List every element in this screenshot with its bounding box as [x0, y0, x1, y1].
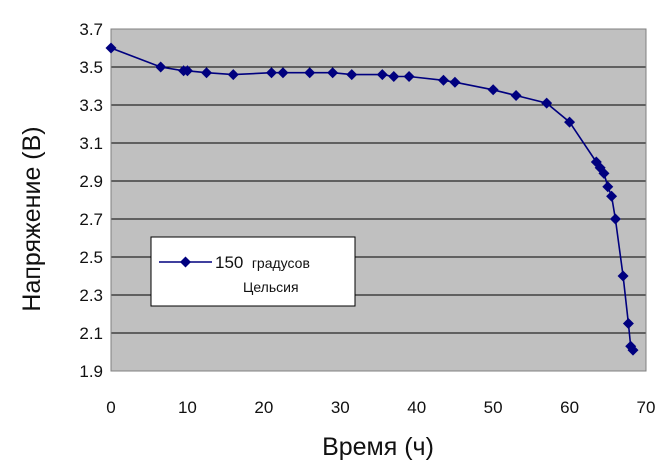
data-point — [602, 181, 614, 193]
data-point — [622, 318, 634, 329]
data-point — [449, 76, 461, 88]
y-tick-label: 1.9 — [79, 362, 103, 381]
y-tick-label: 3.1 — [79, 134, 103, 153]
x-tick-label: 10 — [178, 398, 197, 417]
y-tick-label: 2.7 — [79, 210, 103, 229]
data-point — [541, 97, 553, 109]
data-point — [304, 67, 316, 79]
plot-area — [111, 29, 646, 371]
data-point — [487, 84, 499, 96]
data-point — [376, 69, 388, 81]
y-tick-label: 2.5 — [79, 248, 103, 267]
data-point — [564, 116, 576, 128]
data-point — [227, 69, 239, 81]
legend-label-word1: градусов — [252, 255, 310, 271]
plot-border — [110, 28, 647, 372]
y-axis-ticks: 1.9 2.1 2.3 2.5 2.7 2.9 3.1 3.3 3.5 3.7 — [79, 20, 103, 381]
x-tick-label: 60 — [560, 398, 579, 417]
y-tick-label: 2.9 — [79, 172, 103, 191]
data-point — [617, 270, 629, 282]
legend-box — [150, 236, 356, 307]
data-point — [181, 65, 193, 77]
data-point — [346, 69, 358, 81]
legend-text-line1: 150 градусов — [215, 253, 310, 272]
x-tick-label: 40 — [407, 398, 426, 417]
data-point — [437, 74, 449, 86]
data-point — [606, 190, 618, 202]
y-tick-label: 3.3 — [79, 96, 103, 115]
data-point — [598, 167, 610, 179]
data-point — [327, 67, 339, 79]
data-point — [105, 42, 117, 54]
data-point — [627, 344, 639, 356]
x-tick-label: 30 — [331, 398, 350, 417]
y-tick-label: 2.3 — [79, 286, 103, 305]
x-tick-label: 70 — [637, 398, 656, 417]
y-tick-label: 3.5 — [79, 58, 103, 77]
data-point — [403, 71, 415, 82]
y-axis-label: Напряжение (В) — [18, 126, 46, 311]
x-tick-label: 0 — [106, 398, 115, 417]
legend: 150 градусов Цельсия — [150, 236, 356, 307]
legend-label-number: 150 — [215, 253, 243, 272]
legend-marker — [180, 256, 191, 268]
data-point — [609, 213, 621, 225]
data-point — [201, 67, 213, 79]
y-tick-label: 2.1 — [79, 324, 103, 343]
y-tick-label: 3.7 — [79, 20, 103, 39]
data-point — [510, 90, 522, 101]
x-axis-label: Время (ч) — [322, 433, 434, 461]
data-point — [155, 61, 167, 73]
legend-label-word2: Цельсия — [243, 279, 299, 295]
data-point — [277, 67, 289, 79]
x-axis-ticks: 0 10 20 30 40 50 60 70 — [106, 398, 655, 417]
data-point — [266, 67, 277, 79]
data-point — [388, 71, 400, 82]
x-tick-label: 20 — [254, 398, 273, 417]
series-layer — [105, 42, 639, 356]
x-tick-label: 50 — [484, 398, 503, 417]
